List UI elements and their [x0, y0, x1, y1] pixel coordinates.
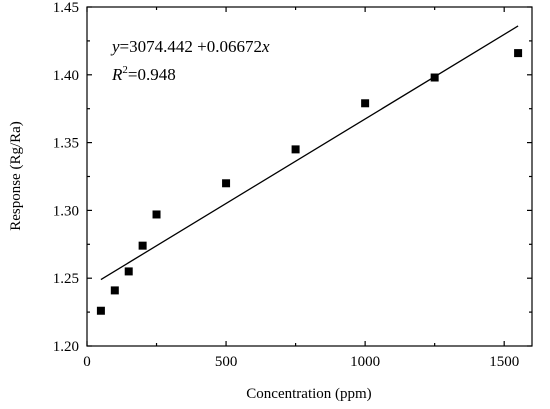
y-tick-label: 1.45: [53, 0, 79, 16]
data-point: [124, 267, 133, 276]
equation-x-var: x: [261, 37, 270, 56]
x-tick-label: 1500: [489, 354, 519, 370]
y-axis-ticks: 1.20 1.25 1.30 1.35 1.40 1.45: [53, 0, 532, 355]
r-squared-annotation: R2=0.948: [111, 64, 176, 84]
x-tick-label: 0: [83, 354, 91, 370]
y-tick-label: 1.35: [53, 136, 79, 152]
x-tick-label: 500: [215, 354, 238, 370]
x-axis-ticks: 0 500 1000 1500: [83, 7, 519, 370]
x-axis-label: Concentration (ppm): [246, 386, 371, 402]
data-point: [222, 179, 231, 188]
data-point: [291, 145, 300, 154]
r-squared-exponent: 2: [122, 64, 128, 76]
y-tick-label: 1.40: [53, 68, 79, 84]
data-point: [430, 73, 439, 82]
y-tick-label: 1.30: [53, 203, 79, 219]
data-point: [110, 286, 119, 295]
regression-line: [100, 25, 519, 281]
data-point: [138, 241, 147, 250]
x-tick-label: 1000: [350, 354, 380, 370]
r-squared-symbol: R: [111, 65, 123, 84]
r-squared-value: =0.948: [128, 65, 176, 84]
y-tick-label: 1.25: [53, 271, 79, 287]
data-point: [96, 306, 105, 315]
equation-annotation: y=3074.442 +0.06672x: [110, 37, 270, 56]
y-axis-label: Response (Rg/Ra): [8, 121, 24, 231]
data-point: [514, 49, 523, 58]
equation-body: =3074.442 +0.06672: [120, 37, 262, 56]
equation-y-var: y: [110, 37, 120, 56]
data-point: [361, 99, 370, 108]
data-points: [96, 49, 523, 315]
y-tick-label: 1.20: [53, 339, 79, 355]
data-point: [152, 210, 161, 219]
